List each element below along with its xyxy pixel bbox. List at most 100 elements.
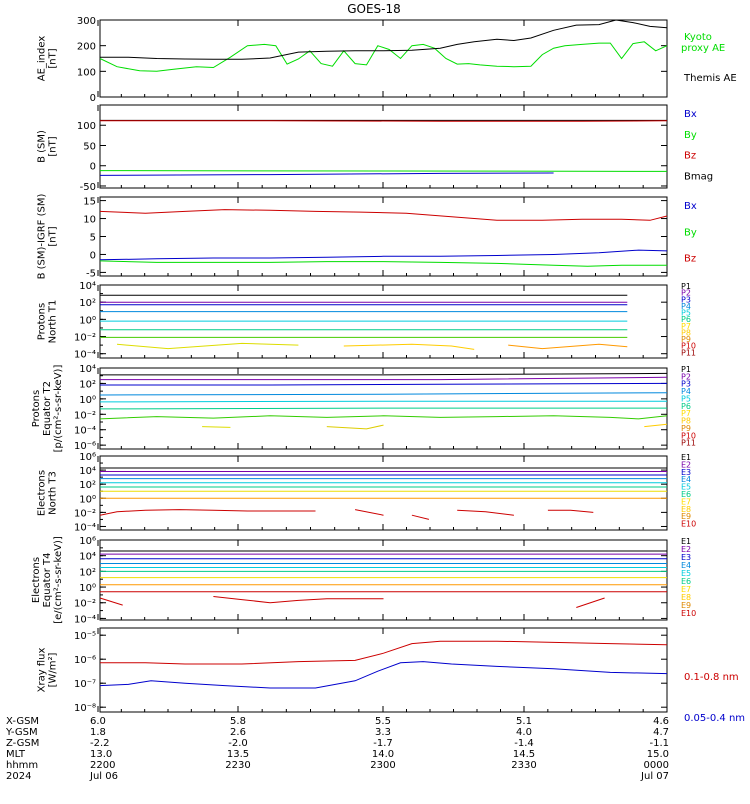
legend-label: P11 <box>681 348 696 357</box>
y-tick-label: 10⁻⁶ <box>74 441 96 452</box>
series-line <box>100 401 667 402</box>
axis-table-value: 13.0 <box>90 749 112 760</box>
y-tick-label: 15 <box>83 197 96 208</box>
series-line <box>100 416 667 419</box>
y-tick-label: 0 <box>90 162 96 173</box>
axis-table-value: 6.0 <box>90 716 106 727</box>
y-tick-label: 10⁻² <box>74 410 96 421</box>
legend-label: E10 <box>681 520 696 529</box>
y-axis-label: Protons <box>31 390 42 427</box>
axis-table-value: 5.5 <box>375 716 391 727</box>
axis-table-label: X-GSM <box>6 716 39 727</box>
axis-table-value: 13.5 <box>227 749 249 760</box>
axis-table-value: -1.7 <box>373 738 393 749</box>
axis-table-value: 5.8 <box>230 716 246 727</box>
series-line <box>100 261 667 266</box>
y-axis-label: [e/(cm²-s-sr-keV)] <box>53 536 64 624</box>
series-line <box>100 662 667 688</box>
y-axis-label: Xray flux <box>37 648 48 693</box>
y-tick-label: 10⁻⁴ <box>74 350 96 361</box>
y-tick-label: 10⁶ <box>79 536 96 547</box>
series-line <box>644 424 667 426</box>
y-tick-label: 100 <box>77 67 96 78</box>
legend-label: Bz <box>684 151 696 162</box>
y-axis-label: B (SM) <box>37 130 48 163</box>
series-line <box>100 393 667 395</box>
y-tick-label: 10⁰ <box>79 395 96 406</box>
y-axis-label: Electrons <box>31 557 42 603</box>
y-tick-label: 10 <box>83 215 96 226</box>
series-line <box>100 598 123 605</box>
y-axis-label: Protons <box>37 303 48 340</box>
y-axis-label: [nT] <box>48 48 59 68</box>
y-tick-label: 5 <box>90 233 96 244</box>
series-line <box>100 377 667 379</box>
axis-table-value: -2.0 <box>228 738 248 749</box>
y-tick-label: 10² <box>79 379 96 390</box>
legend-label: By <box>684 227 697 238</box>
y-tick-label: 300 <box>77 16 96 27</box>
y-tick-label: 10² <box>79 298 96 309</box>
axis-table-label: 2024 <box>6 771 31 782</box>
y-tick-label: 200 <box>77 42 96 53</box>
legend-label: proxy AE <box>681 43 725 54</box>
series-line <box>117 343 298 348</box>
y-tick-label: 10⁻⁶ <box>74 655 96 666</box>
series-line <box>100 171 667 172</box>
panel-frame <box>100 197 667 276</box>
y-tick-label: -5 <box>86 268 96 279</box>
y-tick-label: 10⁻² <box>74 508 96 519</box>
axis-table-value: -1.4 <box>514 738 534 749</box>
y-tick-label: 10⁻⁴ <box>74 426 96 437</box>
axis-table-value: 4.6 <box>653 716 669 727</box>
y-axis-label: Equator T4 <box>42 553 53 608</box>
y-tick-label: 10⁰ <box>79 583 96 594</box>
legend-label: 0.05-0.4 nm <box>684 713 745 724</box>
axis-table-value: 3.3 <box>375 727 391 738</box>
axis-table-value: 2300 <box>370 760 395 771</box>
legend-label: Bx <box>684 201 697 212</box>
y-tick-label: 10⁻⁷ <box>74 679 96 690</box>
y-tick-label: 10² <box>79 480 96 491</box>
y-axis-label: [p/(cm²-s-sr-keV)] <box>53 365 64 453</box>
axis-table-value: 1.8 <box>90 727 106 738</box>
axis-table-label: MLT <box>6 749 26 760</box>
y-tick-label: 10⁻⁸ <box>74 703 96 714</box>
axis-table-value: -2.2 <box>90 738 110 749</box>
series-line <box>100 510 316 516</box>
series-line <box>548 510 593 512</box>
y-tick-label: 50 <box>83 141 96 152</box>
axis-table-value: 5.1 <box>516 716 532 727</box>
series-line <box>355 510 383 516</box>
series-line <box>213 597 383 603</box>
legend-label: Bx <box>684 109 697 120</box>
axis-table-value: 2200 <box>90 760 115 771</box>
series-line <box>457 510 514 515</box>
legend-label: E10 <box>681 609 696 618</box>
y-tick-label: 10⁴ <box>79 364 96 375</box>
axis-table-value: 4.0 <box>516 727 532 738</box>
legend-label: Bz <box>684 254 696 265</box>
legend-label: 0.1-0.8 nm <box>684 672 739 683</box>
legend-label: P11 <box>681 439 696 448</box>
y-tick-label: 100 <box>77 121 96 132</box>
y-tick-label: 10⁻² <box>74 333 96 344</box>
axis-table-value: 14.0 <box>372 749 394 760</box>
series-line <box>508 344 627 348</box>
panel-frame <box>100 628 667 712</box>
y-axis-label: Electrons <box>37 470 48 516</box>
y-tick-label: -50 <box>80 182 96 193</box>
series-line <box>100 408 667 409</box>
axis-table-label: Y-GSM <box>5 727 38 738</box>
y-tick-label: 10⁰ <box>79 315 96 326</box>
series-line <box>576 598 604 608</box>
series-line <box>327 425 384 429</box>
y-axis-label: Equator T2 <box>42 381 53 436</box>
y-axis-label: [nT] <box>48 226 59 246</box>
panel-frame <box>100 105 667 188</box>
axis-table-value: 15.0 <box>647 749 669 760</box>
series-line <box>100 641 667 664</box>
series-line <box>100 173 554 175</box>
